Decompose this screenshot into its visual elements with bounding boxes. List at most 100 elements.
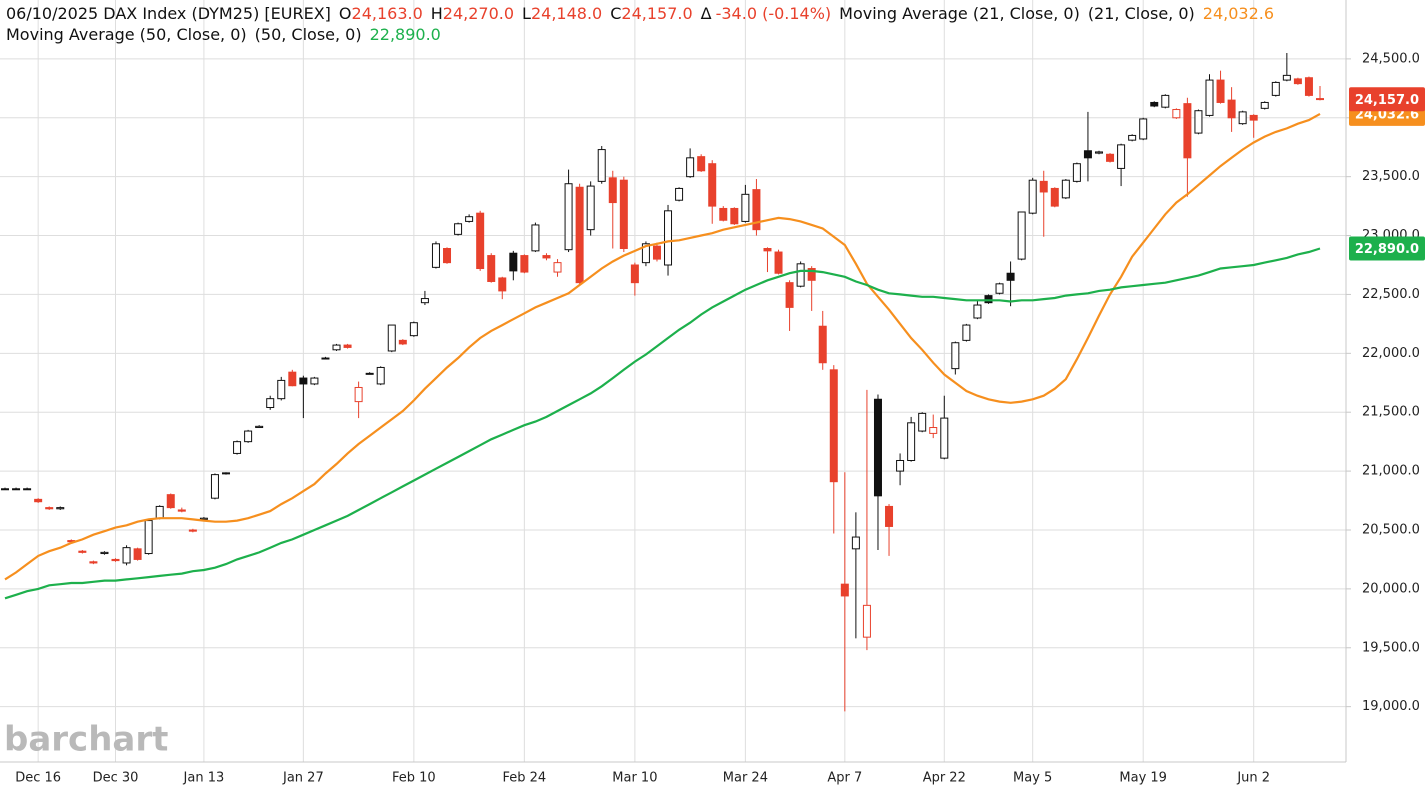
candle-body bbox=[962, 324, 971, 341]
candle-body bbox=[664, 210, 673, 266]
header-text: (21, Close, 0) bbox=[1088, 4, 1195, 23]
candle-body bbox=[233, 441, 242, 454]
candle-body bbox=[1094, 151, 1103, 154]
value-badge-label: 22,890.0 bbox=[1355, 242, 1419, 257]
candle-body bbox=[675, 187, 684, 201]
candle-body bbox=[730, 207, 739, 225]
header-text: Moving Average (21, Close, 0) bbox=[839, 4, 1080, 23]
candle-body bbox=[1050, 187, 1059, 207]
x-tick-label: Mar 10 bbox=[612, 771, 657, 786]
candle-body bbox=[1117, 144, 1126, 169]
moving-average-line bbox=[4, 112, 1321, 581]
candle-body bbox=[940, 417, 949, 459]
candle-body bbox=[288, 371, 297, 387]
candle-body bbox=[686, 157, 695, 178]
candle-body bbox=[343, 344, 352, 348]
header-text: L bbox=[522, 4, 531, 23]
candle-body bbox=[1316, 98, 1324, 101]
header-text: 24,148.0 bbox=[531, 4, 602, 23]
candle-body bbox=[1161, 94, 1170, 108]
candle-body bbox=[1150, 101, 1159, 107]
candle-body bbox=[476, 212, 485, 270]
moving-average-line bbox=[4, 247, 1321, 600]
candle-body bbox=[1227, 99, 1236, 119]
y-tick-label: 19,500.0 bbox=[1362, 640, 1420, 655]
candle-body bbox=[1017, 211, 1026, 260]
candle-body bbox=[431, 243, 440, 268]
candle-body bbox=[1216, 79, 1225, 103]
candle-body bbox=[266, 398, 275, 408]
candle-body bbox=[299, 377, 308, 385]
candle-body bbox=[619, 179, 628, 250]
candle-body bbox=[1183, 103, 1192, 159]
x-tick-label: Apr 7 bbox=[827, 771, 862, 786]
candle-body bbox=[531, 224, 540, 252]
candle-body bbox=[332, 344, 341, 351]
candle-body bbox=[862, 604, 871, 638]
candle-body bbox=[222, 472, 231, 475]
header-text: 24,157.0 bbox=[621, 4, 692, 23]
candle-body bbox=[1282, 74, 1291, 81]
candle-body bbox=[697, 156, 706, 172]
candle-body bbox=[498, 277, 507, 292]
header-text: 06/10/2025 DAX Index (DYM25) [EUREX] bbox=[6, 4, 331, 23]
candle-body bbox=[465, 216, 474, 222]
candle-body bbox=[100, 551, 109, 555]
candle-body bbox=[78, 550, 87, 553]
y-tick-label: 24,500.0 bbox=[1362, 51, 1420, 66]
candle-body bbox=[56, 507, 65, 510]
y-tick-label: 19,000.0 bbox=[1362, 699, 1420, 714]
candle-body bbox=[454, 223, 463, 235]
candle-body bbox=[321, 357, 330, 360]
header-text: 24,270.0 bbox=[443, 4, 514, 23]
candle-body bbox=[1194, 110, 1203, 134]
value-badge bbox=[1349, 87, 1425, 112]
candle-body bbox=[829, 369, 838, 483]
candle-body bbox=[1293, 78, 1302, 85]
candle-body bbox=[575, 186, 584, 284]
candle-body bbox=[807, 268, 816, 281]
candle-body bbox=[719, 207, 728, 221]
header-text: 24,032.6 bbox=[1203, 4, 1274, 23]
y-tick-label: 22,000.0 bbox=[1362, 346, 1420, 361]
y-tick-label: 23,500.0 bbox=[1362, 169, 1420, 184]
x-tick-label: May 5 bbox=[1013, 771, 1052, 786]
y-tick-label: 20,000.0 bbox=[1362, 581, 1420, 596]
candle-body bbox=[652, 245, 661, 260]
candle-body bbox=[818, 325, 827, 364]
candle-body bbox=[199, 517, 208, 520]
candle-body bbox=[1106, 153, 1115, 162]
candle-body bbox=[277, 379, 286, 400]
plot bbox=[1, 52, 1324, 712]
candle-body bbox=[244, 430, 253, 443]
candle-body bbox=[984, 295, 993, 304]
candle-body bbox=[641, 243, 650, 264]
candle-body bbox=[387, 324, 396, 352]
candle-body bbox=[509, 252, 518, 272]
candle-body bbox=[907, 422, 916, 461]
candle-body bbox=[1304, 77, 1313, 96]
candle-body bbox=[1061, 179, 1070, 199]
x-tick-label: Feb 24 bbox=[503, 771, 547, 786]
candle-body bbox=[1083, 150, 1092, 159]
candle-body bbox=[752, 189, 761, 231]
candle-body bbox=[166, 494, 175, 509]
candle-body bbox=[210, 474, 219, 499]
candle-body bbox=[409, 322, 418, 337]
y-tick-label: 20,500.0 bbox=[1362, 522, 1420, 537]
candle-body bbox=[1072, 163, 1081, 182]
candle-body bbox=[586, 185, 595, 231]
x-tick-label: Feb 10 bbox=[392, 771, 436, 786]
candle-body bbox=[1039, 180, 1048, 193]
candle-body bbox=[763, 248, 772, 252]
x-tick-label: Jan 13 bbox=[183, 771, 225, 786]
watermark: barchart bbox=[4, 720, 168, 760]
x-tick-label: Mar 24 bbox=[723, 771, 768, 786]
candle-body bbox=[420, 298, 429, 304]
candle-body bbox=[918, 412, 927, 432]
header-text: Δ bbox=[701, 4, 712, 23]
candle-body bbox=[774, 251, 783, 274]
candle-body bbox=[1172, 109, 1181, 119]
candle-body bbox=[12, 488, 21, 491]
